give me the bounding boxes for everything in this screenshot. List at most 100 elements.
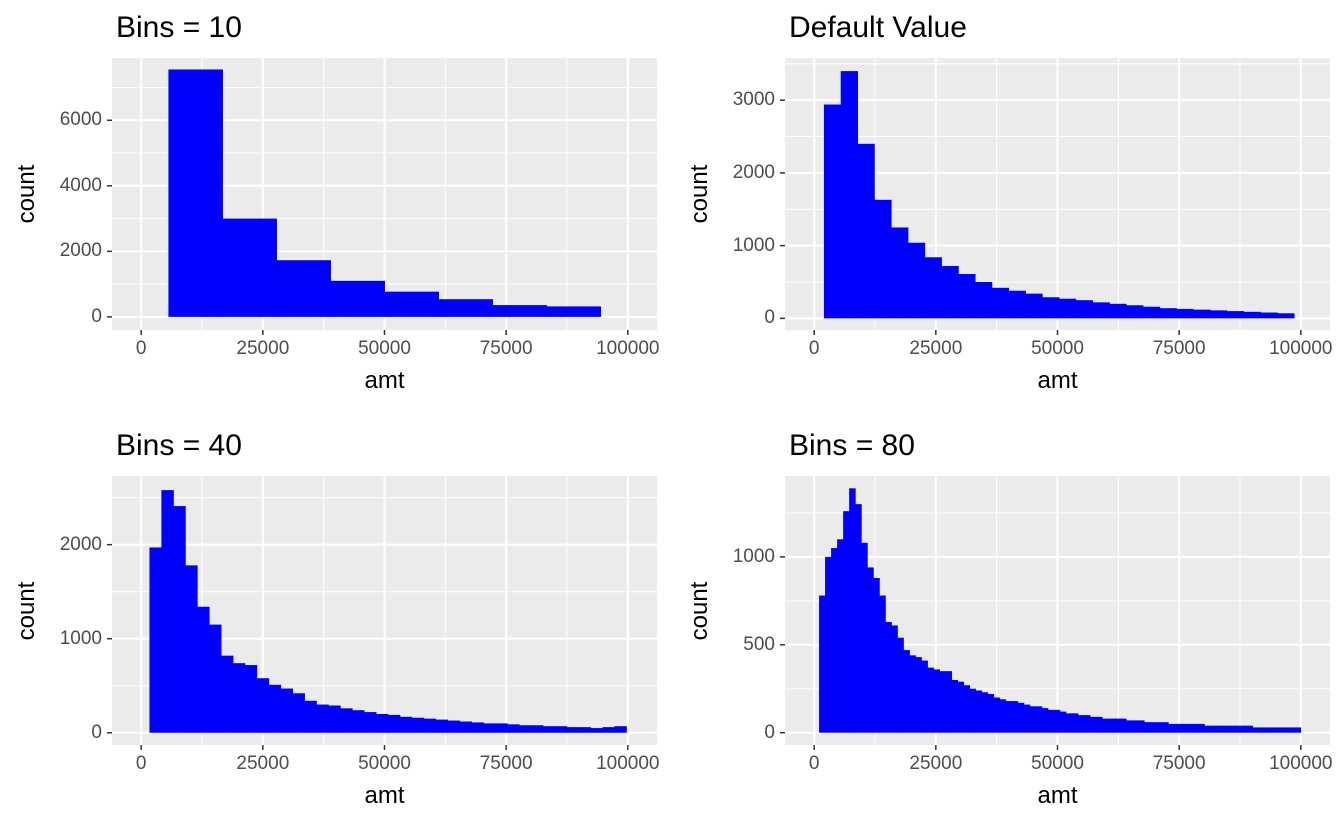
histogram-bar: [197, 606, 210, 733]
x-tick-label: 0: [808, 338, 820, 359]
histogram-bar: [316, 704, 329, 733]
histogram-bar: [1065, 713, 1073, 733]
histogram-bar: [1144, 722, 1151, 733]
histogram-bar: [903, 650, 910, 733]
histogram-bar: [578, 727, 592, 733]
histogram-bar: [1071, 713, 1079, 733]
y-tick-label: 0: [764, 307, 775, 329]
histogram-bar: [1294, 727, 1302, 733]
histogram-bar: [975, 690, 983, 733]
histogram-bar: [244, 665, 258, 733]
histogram-bar: [874, 199, 892, 319]
histogram-bar: [897, 637, 904, 733]
x-tick-label: 50000: [1031, 753, 1084, 774]
histogram-bar: [939, 671, 946, 733]
histogram-bar: [222, 218, 277, 317]
x-tick-label: 75000: [1152, 338, 1206, 359]
histogram-bar: [927, 667, 934, 733]
histogram-bar: [867, 567, 874, 733]
histogram-bar: [209, 624, 222, 733]
histogram-bar: [590, 728, 603, 733]
histogram-bar: [1228, 725, 1235, 733]
histogram-bar: [280, 688, 294, 733]
histogram-bar: [1198, 723, 1205, 733]
histogram-bar: [399, 716, 413, 733]
x-tick-label: 50000: [1031, 338, 1084, 359]
histogram-bar: [991, 287, 1010, 319]
histogram-bar: [1222, 725, 1229, 733]
histogram-bar: [1276, 727, 1284, 733]
histogram-bar: [411, 717, 425, 733]
histogram-bar: [1288, 727, 1296, 733]
x-tick-label: 75000: [1152, 753, 1206, 774]
histogram-bar: [909, 655, 916, 733]
y-tick-label: 0: [91, 305, 102, 327]
histogram-bar: [1243, 311, 1261, 319]
histogram-bar: [471, 722, 484, 733]
histogram-bar: [507, 724, 520, 733]
histogram-bar: [1264, 727, 1272, 733]
histogram-bar: [819, 595, 826, 733]
histogram-bar: [924, 257, 942, 319]
x-axis-label: amt: [1037, 367, 1078, 394]
histogram-bar: [1029, 706, 1037, 733]
histogram-bar: [1277, 313, 1295, 319]
x-tick-label: 25000: [909, 753, 963, 774]
histogram-bar: [384, 291, 440, 317]
y-tick-label: 2000: [732, 161, 775, 183]
histogram-bar: [993, 697, 1001, 733]
y-tick-label: 1000: [59, 627, 102, 649]
histogram-bar: [483, 723, 496, 733]
histogram-bar: [602, 727, 615, 733]
histogram-bar: [185, 565, 198, 733]
y-tick-label: 2000: [59, 533, 102, 555]
histogram-bar: [256, 678, 270, 733]
histogram-bar: [1142, 306, 1161, 319]
histogram-bar: [837, 539, 844, 733]
histogram-bar: [1077, 715, 1085, 733]
histogram-bar: [1041, 708, 1049, 733]
histogram-bar: [843, 511, 850, 733]
histogram-bar: [891, 625, 898, 733]
histogram-bar: [1282, 727, 1290, 733]
histogram-bar: [1216, 725, 1223, 733]
histogram-bar: [1174, 723, 1181, 733]
histogram-bar: [149, 547, 162, 733]
histogram-bar: [831, 548, 838, 733]
x-axis-label: amt: [364, 367, 405, 394]
histogram-bar: [861, 542, 868, 733]
histogram-bar: [963, 685, 971, 733]
chart-title: Bins = 80: [789, 429, 915, 462]
histogram-bar: [232, 663, 246, 733]
histogram-bar: [1114, 718, 1121, 733]
histogram-bar: [969, 688, 977, 733]
histogram-bar: [492, 305, 548, 317]
x-tick-label: 0: [135, 338, 147, 359]
histogram-bar: [1092, 302, 1110, 319]
histogram-bar: [1095, 716, 1103, 733]
histogram-bar: [885, 621, 892, 733]
histogram-bar: [921, 660, 928, 733]
chart-title: Bins = 10: [116, 11, 242, 44]
histogram-bar: [975, 282, 993, 319]
x-axis-label: amt: [1037, 782, 1078, 809]
y-tick-label: 500: [743, 633, 775, 655]
histogram-bar: [999, 699, 1007, 733]
histogram-bar: [1035, 706, 1043, 733]
y-tick-label: 1000: [732, 545, 775, 567]
histogram-bar: [1025, 293, 1043, 319]
histogram-bar: [1011, 701, 1019, 733]
histogram-bar: [945, 671, 952, 733]
histogram-bar: [1126, 720, 1133, 733]
histogram-bar: [1101, 718, 1109, 733]
x-tick-label: 0: [135, 753, 147, 774]
histogram-bar: [438, 299, 494, 317]
histogram-bar: [221, 655, 234, 733]
x-tick-label: 75000: [479, 338, 533, 359]
histogram-bar: [304, 700, 317, 733]
histogram-bar: [554, 726, 568, 733]
histogram-bar: [1042, 297, 1060, 319]
